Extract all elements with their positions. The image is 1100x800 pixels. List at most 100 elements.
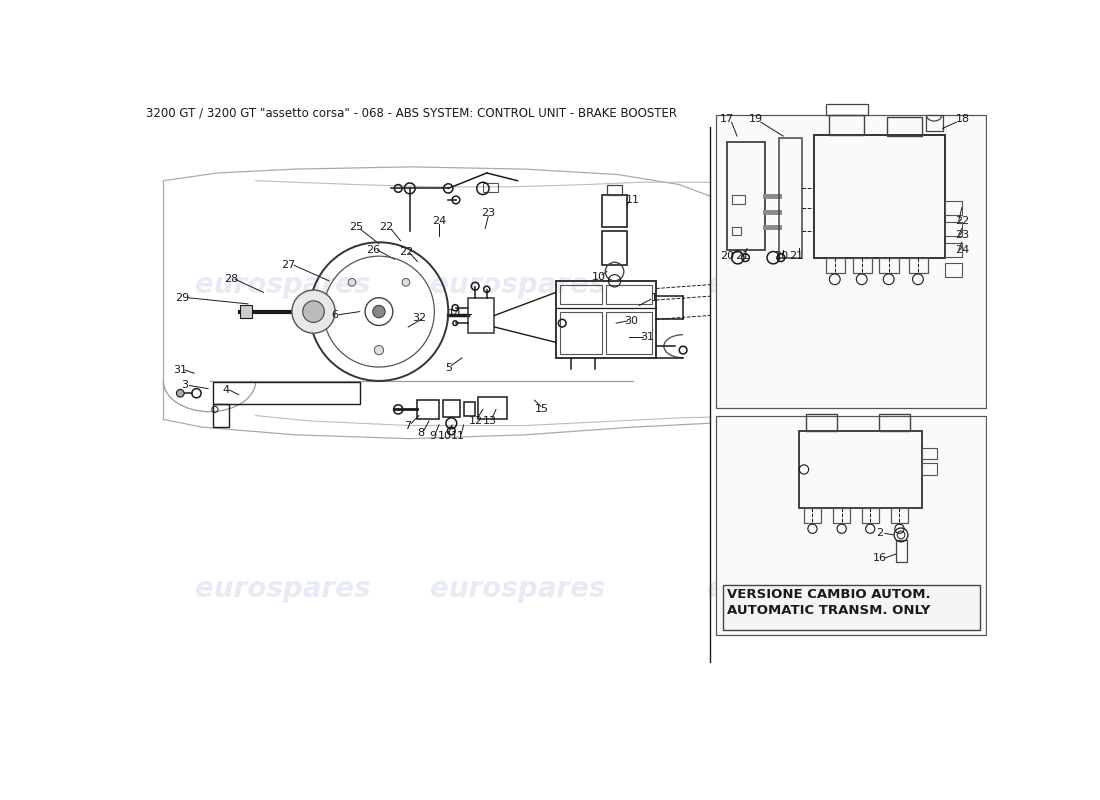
Bar <box>922 448 937 459</box>
Bar <box>806 414 837 431</box>
Text: VERSIONE CAMBIO AUTOM.: VERSIONE CAMBIO AUTOM. <box>727 589 931 602</box>
Bar <box>213 404 229 427</box>
Text: 6: 6 <box>331 310 338 320</box>
Text: 22: 22 <box>379 222 394 232</box>
Bar <box>606 311 652 354</box>
Text: 25: 25 <box>349 222 363 232</box>
Text: AUTOMATIC TRANSM. ONLY: AUTOMATIC TRANSM. ONLY <box>727 604 931 617</box>
Text: 22: 22 <box>956 216 970 226</box>
Text: 20: 20 <box>719 251 734 261</box>
Text: 23: 23 <box>481 208 495 218</box>
Bar <box>834 508 850 523</box>
Circle shape <box>403 278 410 286</box>
Text: 5: 5 <box>444 363 452 373</box>
Text: eurospares: eurospares <box>195 270 371 298</box>
Text: 12: 12 <box>469 416 483 426</box>
Bar <box>716 415 986 635</box>
Bar <box>945 222 961 236</box>
Circle shape <box>374 346 384 354</box>
Bar <box>799 431 922 508</box>
Circle shape <box>176 390 184 397</box>
Text: 24: 24 <box>432 216 447 226</box>
Text: eurospares: eurospares <box>707 270 882 298</box>
Text: eurospares: eurospares <box>195 574 371 603</box>
Text: 16: 16 <box>872 553 887 563</box>
Bar <box>556 281 656 358</box>
Bar <box>443 400 460 417</box>
Bar <box>560 311 603 354</box>
Bar <box>945 263 961 277</box>
Text: 21: 21 <box>789 251 803 261</box>
Text: 28: 28 <box>224 274 239 284</box>
Text: 22: 22 <box>399 246 412 257</box>
Bar <box>603 194 627 227</box>
Circle shape <box>302 301 324 322</box>
Bar <box>945 202 961 215</box>
Text: 19: 19 <box>749 114 763 124</box>
Bar <box>213 382 360 404</box>
Text: 17: 17 <box>719 114 734 124</box>
Bar <box>825 258 845 273</box>
Bar <box>896 540 907 562</box>
Text: 10: 10 <box>438 431 452 442</box>
Text: 11: 11 <box>626 195 640 205</box>
Text: 13: 13 <box>483 416 497 426</box>
Text: 18: 18 <box>956 114 970 124</box>
Bar <box>477 397 507 418</box>
Text: 9: 9 <box>429 431 437 442</box>
Circle shape <box>373 306 385 318</box>
Text: 4: 4 <box>223 385 230 395</box>
Bar <box>607 186 623 194</box>
Text: eurospares: eurospares <box>430 270 605 298</box>
Text: eurospares: eurospares <box>707 574 882 603</box>
Bar <box>727 142 766 250</box>
Text: 31: 31 <box>640 332 653 342</box>
Text: 29: 29 <box>176 293 189 302</box>
Bar <box>606 285 652 304</box>
Bar <box>891 508 908 523</box>
Bar <box>241 306 252 318</box>
Text: 27: 27 <box>280 261 295 270</box>
Bar <box>926 115 943 130</box>
Bar <box>464 402 475 415</box>
Bar <box>880 258 899 273</box>
Text: 1: 1 <box>651 293 658 302</box>
Circle shape <box>292 290 336 333</box>
Text: eurospares: eurospares <box>430 574 605 603</box>
Text: 20: 20 <box>773 251 788 261</box>
Text: 8: 8 <box>417 428 425 438</box>
Bar <box>880 414 911 431</box>
Bar <box>852 258 871 273</box>
Text: 31: 31 <box>174 365 187 375</box>
Bar <box>945 243 961 257</box>
Text: 32: 32 <box>411 313 426 322</box>
Bar <box>825 104 868 115</box>
Bar <box>716 415 986 635</box>
Text: 3: 3 <box>182 380 188 390</box>
Bar <box>418 400 439 418</box>
Bar <box>829 115 865 134</box>
Bar <box>468 298 495 333</box>
Text: 15: 15 <box>536 404 549 414</box>
Bar <box>483 183 498 192</box>
Text: 24: 24 <box>956 245 970 255</box>
Bar <box>887 117 922 136</box>
Text: 14: 14 <box>448 309 462 319</box>
Bar <box>779 138 803 258</box>
Text: 26: 26 <box>365 245 380 255</box>
Bar <box>560 285 603 304</box>
Bar <box>861 508 879 523</box>
Bar <box>732 194 746 204</box>
Circle shape <box>348 278 356 286</box>
Bar <box>723 585 979 630</box>
Text: 23: 23 <box>956 230 970 240</box>
Bar <box>603 230 627 266</box>
Bar <box>716 115 986 408</box>
Text: 30: 30 <box>625 316 638 326</box>
Bar <box>909 258 928 273</box>
Text: 7: 7 <box>404 421 411 430</box>
Bar <box>732 227 741 234</box>
Text: 2: 2 <box>876 528 883 538</box>
Bar <box>922 463 937 475</box>
Bar <box>716 115 986 408</box>
